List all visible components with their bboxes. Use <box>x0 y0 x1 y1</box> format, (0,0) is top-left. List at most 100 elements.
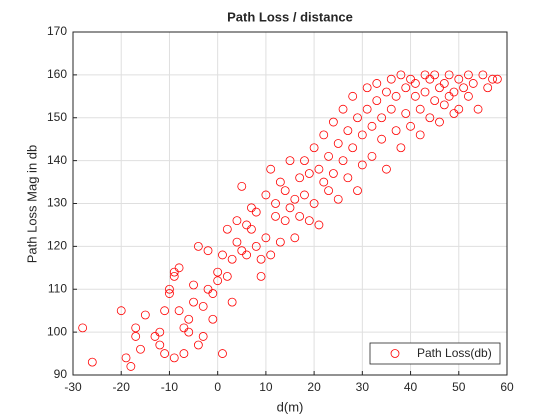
point <box>193 241 203 251</box>
point <box>213 276 223 286</box>
point <box>266 164 276 174</box>
point <box>338 104 348 114</box>
point <box>319 177 329 187</box>
point <box>492 74 502 84</box>
point <box>454 104 464 114</box>
point <box>478 70 488 80</box>
point <box>189 297 198 307</box>
point <box>454 74 464 84</box>
legend-marker <box>390 349 400 358</box>
point <box>420 87 430 97</box>
point <box>391 126 401 136</box>
point <box>367 151 377 161</box>
point <box>483 83 493 93</box>
chart-title: Path Loss / distance <box>227 9 353 24</box>
point <box>213 267 223 277</box>
y-tick-label: 110 <box>48 281 67 295</box>
point <box>309 199 319 208</box>
point <box>401 109 411 118</box>
x-tick-label: -30 <box>64 380 82 394</box>
point <box>285 156 295 166</box>
point <box>280 216 290 226</box>
point <box>237 181 247 191</box>
point <box>449 87 459 97</box>
point <box>324 186 333 196</box>
y-tick-label: 90 <box>54 367 68 381</box>
y-tick-label: 130 <box>47 196 67 210</box>
point <box>353 186 362 196</box>
point <box>372 79 382 88</box>
x-tick-label: 20 <box>307 380 321 394</box>
point <box>415 130 425 140</box>
point <box>348 91 358 101</box>
point <box>377 113 387 123</box>
point <box>304 169 314 178</box>
point <box>290 233 300 243</box>
point <box>295 211 305 221</box>
point <box>382 164 391 174</box>
point <box>160 349 170 358</box>
point <box>280 186 290 196</box>
point <box>136 344 145 354</box>
point <box>328 117 338 127</box>
point <box>275 237 285 247</box>
point <box>140 310 150 320</box>
point <box>343 173 353 183</box>
point <box>131 332 141 341</box>
point <box>488 74 497 84</box>
point <box>285 203 295 213</box>
point <box>314 164 324 174</box>
x-tick-label: 0 <box>214 380 221 394</box>
point <box>473 104 483 114</box>
x-tick-label: 40 <box>404 380 418 394</box>
y-tick-label: 100 <box>47 324 67 338</box>
point <box>430 96 440 105</box>
point <box>131 323 141 333</box>
point <box>372 96 382 105</box>
point <box>256 271 266 281</box>
point <box>300 156 309 166</box>
point <box>232 237 242 247</box>
x-tick-label: -20 <box>113 380 131 394</box>
point <box>406 121 415 131</box>
point <box>459 83 469 93</box>
point <box>242 250 252 260</box>
point <box>271 199 280 208</box>
point <box>218 250 227 260</box>
point <box>155 327 165 337</box>
point <box>174 263 184 273</box>
point <box>87 357 97 367</box>
point <box>121 353 131 363</box>
point <box>410 91 420 101</box>
point <box>227 297 237 307</box>
point <box>222 224 232 234</box>
point <box>208 289 218 298</box>
y-axis-label: Path Loss Mag in db <box>24 145 39 264</box>
point <box>261 233 271 243</box>
point <box>304 216 314 226</box>
point <box>468 79 478 88</box>
x-axis-label: d(m) <box>277 399 304 414</box>
point <box>208 314 218 324</box>
point <box>333 194 343 204</box>
point <box>396 70 406 80</box>
point <box>425 113 435 123</box>
point <box>78 323 88 333</box>
x-tick-label: 60 <box>500 380 514 394</box>
y-tick-label: 140 <box>47 153 67 167</box>
point <box>464 91 473 101</box>
point <box>386 74 396 84</box>
point <box>247 224 256 234</box>
point <box>300 190 309 200</box>
point <box>410 79 420 88</box>
point <box>415 104 425 114</box>
point <box>116 306 126 316</box>
point <box>386 104 396 114</box>
y-tick-label: 170 <box>47 24 67 38</box>
y-tick-label: 120 <box>47 239 67 253</box>
point <box>222 271 232 281</box>
point <box>193 340 203 350</box>
x-tick-label: 30 <box>356 380 370 394</box>
